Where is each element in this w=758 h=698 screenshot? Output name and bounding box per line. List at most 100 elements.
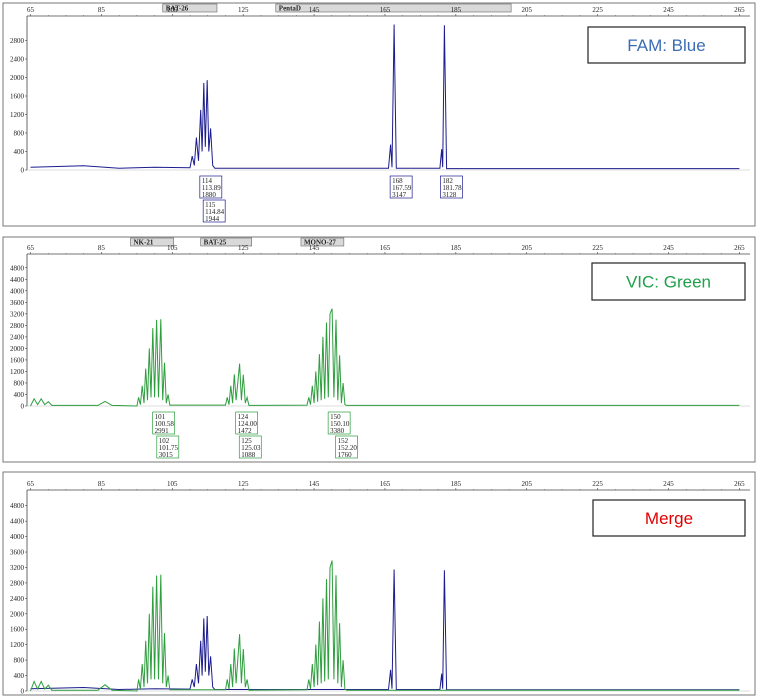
x-tick-label: 145: [309, 244, 320, 252]
peak-size: 100.58: [155, 420, 175, 428]
x-tick-label: 265: [734, 6, 745, 14]
y-tick-label: 2800: [10, 37, 25, 45]
x-tick-label: 105: [167, 244, 178, 252]
trace: [30, 569, 740, 691]
x-tick-label: 85: [98, 480, 106, 488]
x-tick-label: 165: [380, 6, 391, 14]
y-tick-label: 2400: [10, 56, 25, 64]
peak-size: 125.03: [241, 444, 261, 452]
y-tick-label: 1600: [10, 93, 25, 101]
peak-label-box: [199, 175, 223, 199]
y-tick-label: 800: [14, 657, 25, 665]
y-tick-label: 1600: [10, 356, 25, 364]
y-tick-label: 1200: [10, 368, 25, 376]
legend-box: [591, 262, 746, 301]
peak-size: 181.78: [442, 184, 462, 192]
x-tick-label: 205: [521, 480, 532, 488]
y-tick-label: 1600: [10, 626, 25, 634]
peak-label-box: [327, 411, 351, 435]
panel: 65 85 105 125 145 165 185 205 225 245 265 0 400 800 12…: [2, 471, 756, 696]
y-tick-label: 2000: [10, 345, 25, 353]
peak-label-box: [335, 435, 358, 459]
trace: [30, 560, 740, 692]
peak-height: 3380: [330, 427, 345, 435]
peak-height: 3015: [159, 451, 174, 459]
y-tick-label: 4000: [10, 287, 25, 295]
panel: NK-21 BAT-25 MONO-27 65 85 105 125 145 165 185 205…: [2, 236, 756, 463]
peak-size: 150.10: [330, 420, 350, 428]
x-tick-label: 65: [27, 6, 35, 14]
x-tick-label: 85: [98, 244, 106, 252]
marker-bin-label: BAT-25: [204, 239, 227, 247]
x-tick-label: 165: [380, 244, 391, 252]
y-tick-label: 4400: [10, 518, 25, 526]
x-tick-label: 245: [663, 244, 674, 252]
x-tick-label: 205: [521, 244, 532, 252]
peak-allele: 182: [442, 177, 453, 185]
y-tick-label: 4800: [10, 502, 25, 510]
trace: [30, 24, 740, 170]
peak-size: 113.89: [202, 184, 221, 192]
marker-bin: [275, 3, 512, 13]
x-tick-label: 185: [451, 244, 462, 252]
y-tick-label: 2000: [10, 610, 25, 618]
y-tick-label: 2400: [10, 333, 25, 341]
y-tick-label: 800: [14, 379, 25, 387]
peak-height: 1880: [202, 191, 217, 199]
peak-allele: 125: [241, 437, 252, 445]
peak-allele: 168: [392, 177, 403, 185]
peak-height: 1760: [338, 451, 353, 459]
x-tick-label: 225: [592, 244, 603, 252]
x-tick-label: 65: [27, 480, 35, 488]
peak-allele: 124: [238, 413, 249, 421]
marker-bin-label: BAT-26: [166, 5, 189, 13]
peak-allele: 150: [330, 413, 341, 421]
y-tick-label: 2400: [10, 595, 25, 603]
y-tick-label: 4400: [10, 276, 25, 284]
y-tick-label: 400: [14, 148, 25, 156]
peak-label-box: [235, 411, 258, 435]
legend-label: FAM: Blue: [627, 36, 705, 55]
x-tick-label: 185: [451, 480, 462, 488]
peak-height: 2991: [155, 427, 170, 435]
y-tick-label: 3600: [10, 549, 25, 557]
x-tick-label: 125: [238, 480, 249, 488]
peak-size: 152.20: [338, 444, 358, 452]
marker-bin: [300, 237, 345, 247]
x-tick-label: 105: [167, 6, 178, 14]
x-tick-label: 105: [167, 480, 178, 488]
y-tick-label: 400: [14, 672, 25, 680]
y-tick-label: 400: [14, 391, 25, 399]
marker-bin: [162, 3, 218, 13]
y-tick-label: 3200: [10, 564, 25, 572]
peak-height: 3147: [392, 191, 407, 199]
x-tick-label: 145: [309, 480, 320, 488]
y-tick-label: 4000: [10, 533, 25, 541]
peak-label-box: [389, 175, 413, 199]
x-tick-label: 125: [238, 6, 249, 14]
peak-label-box: [202, 199, 226, 223]
x-tick-label: 225: [592, 6, 603, 14]
peak-label-box: [238, 435, 262, 459]
peak-size: 124.00: [238, 420, 258, 428]
peak-height: 3128: [442, 191, 457, 199]
x-tick-label: 165: [380, 480, 391, 488]
peak-allele: 152: [338, 437, 349, 445]
x-tick-label: 65: [27, 244, 35, 252]
y-tick-label: 3200: [10, 310, 25, 318]
y-tick-label: 2000: [10, 74, 25, 82]
legend-box: [592, 499, 746, 537]
peak-allele: 115: [205, 201, 216, 209]
y-tick-label: 4800: [10, 264, 25, 272]
trace: [30, 308, 740, 407]
y-tick-label: 1200: [10, 641, 25, 649]
peak-label-box: [440, 175, 463, 199]
legend-box: [587, 26, 746, 64]
peak-size: 167.59: [392, 184, 412, 192]
marker-bin: [200, 237, 252, 247]
x-tick-label: 125: [238, 244, 249, 252]
panel: BAT-26 PentaD 65 85 105 125 145 165 185 205 225 245…: [2, 2, 756, 227]
peak-allele: 101: [155, 413, 166, 421]
